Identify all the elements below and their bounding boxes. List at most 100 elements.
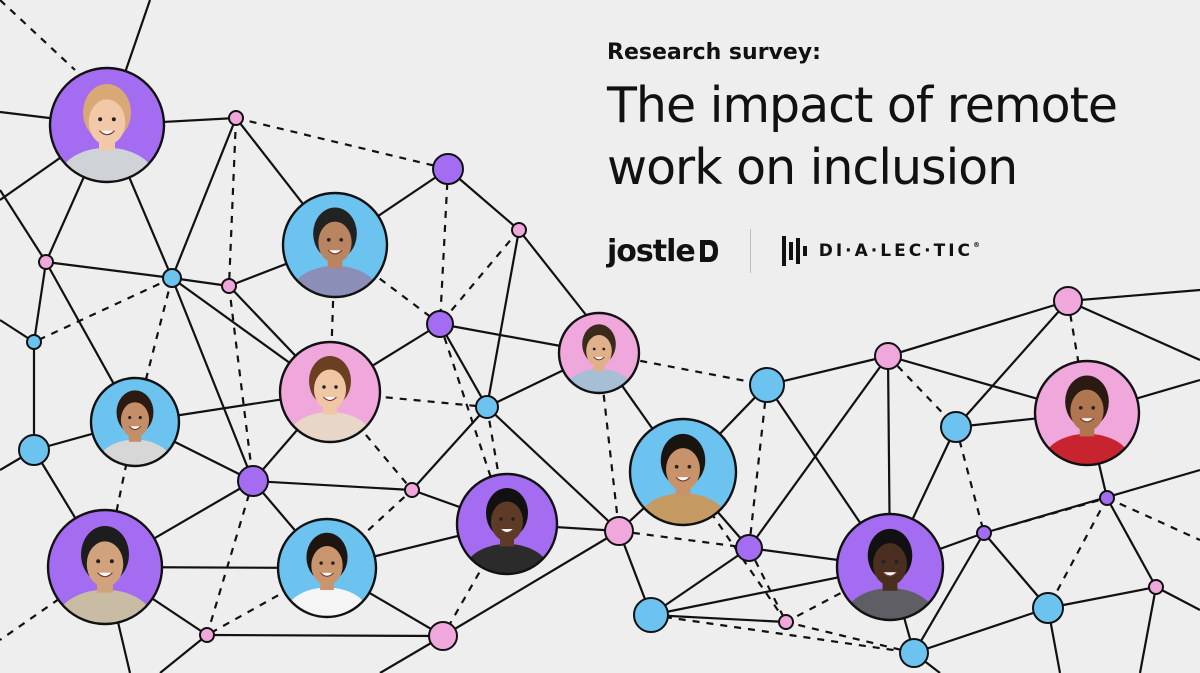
- connector-line: [485, 229, 521, 408]
- dashed-connector: [328, 244, 337, 393]
- connector-line: [1106, 497, 1157, 588]
- pink-node-dot: [199, 627, 215, 643]
- connector-line: [650, 613, 787, 624]
- blue-node-dot: [633, 597, 669, 633]
- survey-kicker: Research survey:: [607, 40, 821, 65]
- dashed-connector: [1106, 496, 1200, 542]
- connector-line: [1155, 586, 1200, 611]
- connector-line: [983, 532, 1049, 609]
- purple-node-dot: [1099, 490, 1115, 506]
- blue-node-dot: [162, 268, 182, 288]
- dashed-connector: [682, 471, 787, 623]
- connector-line: [442, 530, 620, 637]
- dashed-connector: [329, 390, 488, 409]
- pink-node-dot: [604, 516, 634, 546]
- purple-node-dot: [432, 153, 464, 185]
- pink-node-dot: [511, 222, 527, 238]
- blue-node-dot: [749, 367, 785, 403]
- dashed-connector: [747, 384, 769, 549]
- pink-node-dot: [1148, 579, 1164, 595]
- page-title: The impact of remote work on inclusion: [607, 75, 1187, 199]
- brand-divider: [749, 229, 751, 273]
- dashed-connector: [206, 567, 328, 636]
- jostle-d-icon: [699, 240, 718, 262]
- connector-line: [1067, 299, 1200, 362]
- avatar-woman-short-curls: [89, 376, 181, 468]
- pink-node-dot: [778, 614, 794, 630]
- pink-node-dot: [38, 254, 54, 270]
- connector-line: [159, 634, 208, 673]
- title-line-1: The impact of remote: [607, 77, 1118, 134]
- connector-line: [1047, 585, 1157, 610]
- connector-line: [32, 261, 48, 343]
- dashed-connector: [887, 355, 957, 428]
- dashed-connector: [954, 426, 986, 534]
- dashed-connector: [1047, 497, 1108, 609]
- connector-line: [913, 606, 1049, 655]
- jostle-logo: jostle: [607, 234, 720, 269]
- dashed-connector: [650, 613, 915, 655]
- dashed-connector: [235, 116, 449, 171]
- connector-line: [766, 354, 889, 387]
- pink-node-dot: [228, 110, 244, 126]
- connector-line: [748, 355, 889, 549]
- purple-node-dot: [426, 310, 454, 338]
- dashed-connector: [227, 285, 255, 482]
- avatar-woman-curly-hair: [278, 340, 382, 444]
- pink-node-dot: [874, 342, 902, 370]
- avatar-man-suit: [557, 311, 641, 395]
- dashed-connector: [103, 421, 137, 568]
- blue-node-dot: [1032, 592, 1064, 624]
- avatar-woman-short-hair: [455, 472, 559, 576]
- avatar-man-beard-blazer: [46, 508, 164, 626]
- connector-line: [170, 117, 238, 279]
- purple-node-dot: [735, 534, 763, 562]
- avatar-group: [46, 66, 1141, 626]
- connector-line: [650, 547, 750, 616]
- connector-line: [913, 532, 985, 654]
- title-block: Research survey: The impact of remote wo…: [607, 40, 1187, 199]
- dashed-connector: [438, 168, 450, 325]
- pink-node-dot: [1053, 286, 1083, 316]
- network-dots: [18, 110, 1164, 668]
- blue-node-dot: [18, 434, 50, 466]
- blue-node-dot: [475, 395, 499, 419]
- connector-line: [206, 633, 444, 638]
- avatar-woman-red-sweater: [1033, 359, 1141, 467]
- blue-node-dot: [26, 334, 42, 350]
- blue-node-dot: [899, 638, 929, 668]
- avatar-woman-glasses: [276, 517, 378, 619]
- pink-node-dot: [428, 621, 458, 651]
- dashed-connector: [33, 277, 173, 343]
- dashed-connector: [439, 229, 520, 325]
- title-line-2: work on inclusion: [607, 139, 1018, 196]
- connector-line: [439, 323, 488, 408]
- dialectic-wordmark: DI·A·LEC·TIC®: [818, 241, 981, 261]
- connector-line: [887, 299, 1069, 358]
- blue-node-dot: [940, 411, 972, 443]
- jostle-wordmark: jostle: [607, 233, 696, 269]
- connector-line: [252, 479, 413, 492]
- avatar-man-glasses-plaid: [281, 191, 389, 299]
- dashed-connector: [133, 277, 174, 423]
- dashed-connector: [1066, 300, 1089, 414]
- connector-line: [0, 189, 47, 263]
- dashed-connector: [0, 0, 76, 71]
- connector-line: [45, 260, 173, 280]
- connector-line: [983, 468, 1200, 535]
- purple-node-dot: [976, 525, 992, 541]
- pink-node-dot: [404, 482, 420, 498]
- dialectic-bars-icon: [781, 236, 807, 266]
- connector-line: [955, 300, 1069, 428]
- connector-line: [518, 229, 591, 321]
- connector-line: [1067, 288, 1200, 303]
- avatar-woman-red-hair: [48, 66, 166, 184]
- avatar-woman-laughing: [628, 417, 738, 527]
- pink-node-dot: [221, 278, 237, 294]
- purple-node-dot: [237, 465, 269, 497]
- connector-line: [411, 406, 488, 491]
- connector-line: [1138, 586, 1158, 673]
- connector-line: [170, 277, 255, 482]
